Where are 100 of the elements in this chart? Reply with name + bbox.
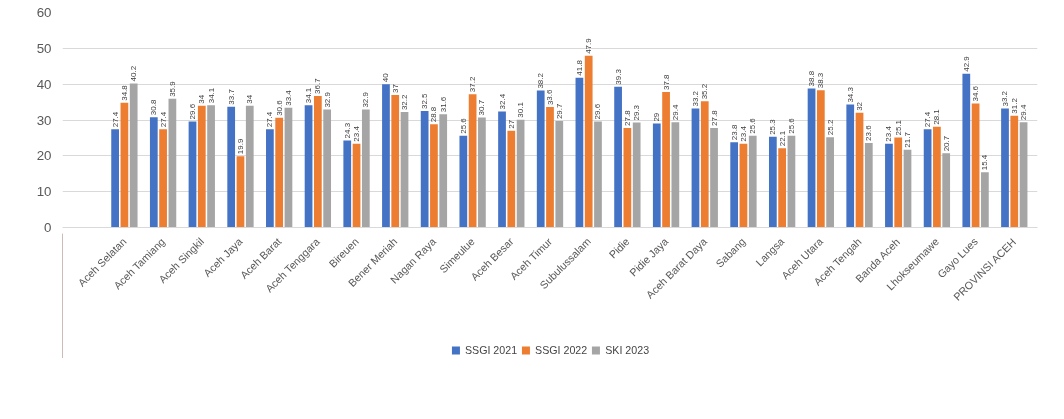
bar	[894, 137, 903, 228]
bar	[188, 121, 197, 228]
bar	[662, 92, 670, 228]
data-label: 34.1	[206, 87, 216, 104]
bar	[614, 86, 622, 228]
data-label: 34	[197, 94, 207, 104]
bar	[768, 136, 777, 228]
bar	[691, 108, 700, 228]
bar	[323, 109, 332, 228]
bar	[671, 122, 680, 228]
data-label: 27.4	[265, 111, 275, 128]
data-label: 22.1	[777, 130, 787, 147]
bar	[352, 143, 361, 228]
bar	[168, 98, 177, 228]
bar	[778, 148, 787, 228]
bar	[236, 156, 245, 228]
bar	[807, 88, 816, 228]
data-label: 27.4	[923, 111, 933, 128]
data-label: 34.1	[304, 87, 314, 104]
bar	[855, 112, 864, 228]
data-label: 32.9	[322, 91, 332, 108]
data-label: 35.9	[167, 80, 177, 97]
data-label: 31.2	[1009, 97, 1019, 114]
data-label: 23.4	[352, 125, 362, 142]
y-tick-label: 0	[44, 220, 52, 235]
data-label: 25.3	[768, 118, 778, 135]
data-label: 40	[381, 72, 391, 83]
data-label: 29.4	[670, 104, 680, 121]
data-label: 47.9	[584, 37, 594, 54]
data-label: 30.1	[516, 101, 526, 118]
data-label: 33.2	[690, 90, 700, 107]
y-tick-label: 50	[36, 40, 52, 56]
data-label: 30.8	[149, 99, 159, 116]
data-label: 32	[855, 101, 865, 111]
data-label: 25.6	[748, 117, 758, 134]
bar	[382, 84, 390, 228]
data-label: 40.2	[129, 65, 139, 82]
bar	[933, 126, 941, 228]
bar	[129, 83, 138, 228]
bar	[555, 121, 564, 228]
data-label: 19.9	[235, 138, 245, 155]
bar	[149, 117, 158, 228]
data-label: 25.2	[825, 119, 835, 136]
bar	[826, 137, 834, 228]
bar	[971, 103, 980, 228]
bar	[575, 77, 584, 228]
legend-label: SSGI 2021	[464, 344, 518, 356]
data-label: 23.6	[864, 124, 874, 141]
data-label: 33.4	[283, 89, 293, 106]
data-label: 37.8	[661, 73, 671, 91]
bar	[266, 129, 274, 228]
data-label: 34.3	[845, 86, 855, 103]
data-label: 27.8	[622, 109, 632, 126]
bar	[942, 153, 951, 228]
data-label: 36.7	[313, 77, 323, 94]
data-label: 37	[390, 83, 400, 93]
y-tick-label: 40	[36, 76, 52, 92]
bar	[361, 109, 370, 228]
data-label: 41.8	[574, 59, 584, 76]
data-label: 32.5	[420, 92, 430, 110]
bar	[498, 111, 506, 228]
bar	[584, 55, 593, 228]
y-tick-label: 30	[36, 112, 52, 128]
data-label: 25.6	[458, 117, 468, 134]
data-label: 23.4	[738, 125, 748, 142]
bar	[120, 102, 129, 228]
data-label: 32.4	[497, 93, 507, 110]
data-label: 35.2	[700, 83, 710, 100]
bar	[748, 135, 757, 228]
bar	[546, 107, 554, 228]
data-label: 29	[652, 112, 662, 122]
bar	[739, 143, 748, 228]
bar	[275, 117, 284, 228]
data-label: 27.4	[110, 111, 120, 128]
data-label: 38.3	[816, 72, 826, 89]
bar	[159, 129, 167, 228]
bar	[516, 119, 525, 228]
bar	[478, 117, 486, 228]
data-label: 33.2	[1000, 90, 1010, 107]
data-label: 38.8	[807, 70, 817, 87]
bar	[245, 105, 254, 228]
data-label: 21.7	[903, 131, 912, 148]
bar	[885, 143, 893, 228]
data-label: 29.6	[188, 103, 197, 120]
data-label: 30.7	[477, 99, 487, 116]
bar	[730, 142, 739, 228]
bar	[1019, 122, 1028, 228]
bar	[864, 142, 873, 228]
bar	[1010, 115, 1019, 228]
bar	[459, 135, 468, 228]
bar	[652, 123, 661, 228]
bar	[700, 101, 709, 228]
bar	[536, 90, 545, 228]
data-label: 37.2	[468, 76, 478, 93]
y-tick-label: 10	[36, 184, 52, 200]
data-label: 23.4	[884, 125, 894, 142]
data-label: 38.2	[536, 72, 546, 89]
bar	[430, 124, 438, 228]
bar	[227, 106, 236, 228]
data-label: 29.3	[632, 104, 642, 121]
